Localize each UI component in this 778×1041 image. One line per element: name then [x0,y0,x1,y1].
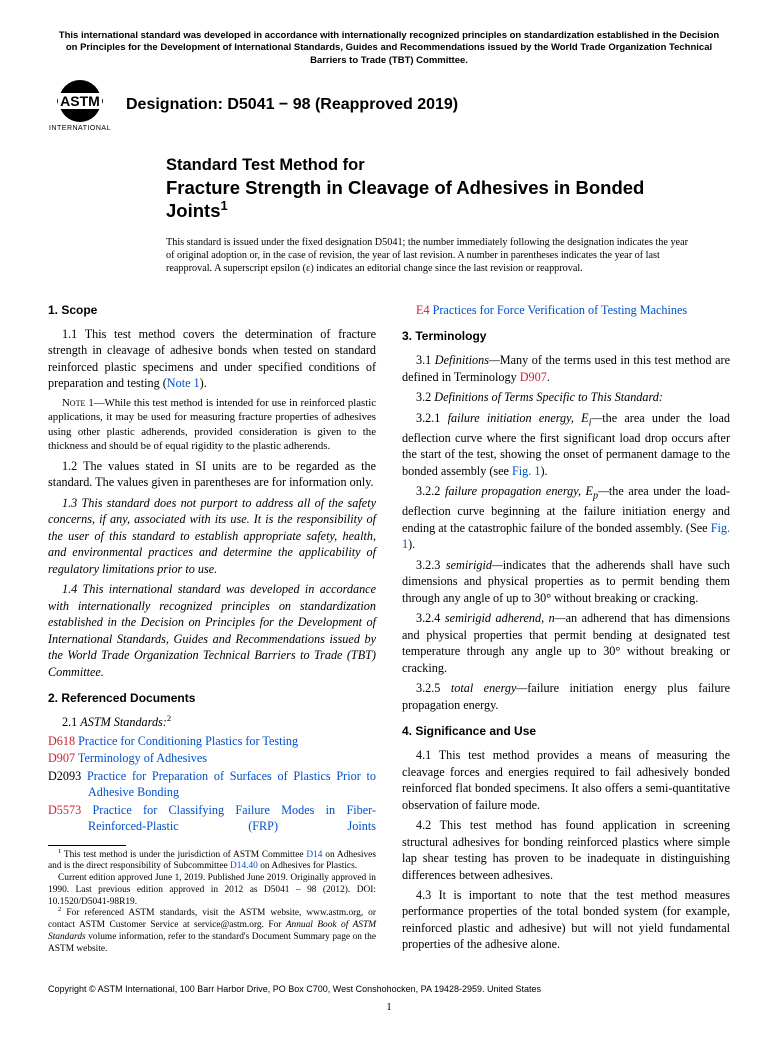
ref-d5573: D5573 Practice for Classifying Failure M… [48,802,376,835]
ref-d5573-link[interactable]: D5573 [48,803,81,817]
title-main: Fracture Strength in Cleavage of Adhesiv… [166,176,700,222]
note-1-ref-link[interactable]: Note 1 [167,376,200,390]
footnote-1-p2: Current edition approved June 1, 2019. P… [48,873,376,908]
para-4-2: 4.2 This test method has found applicati… [402,817,730,883]
left-column: 1. Scope 1.1 This test method covers the… [48,302,376,957]
ref-d907: D907 Terminology of Adhesives [48,750,376,766]
title-prefix: Standard Test Method for [166,155,700,176]
section-3-heading: 3. Terminology [402,328,730,344]
terminology-d907-link[interactable]: D907 [520,370,547,384]
fig-1-link-a[interactable]: Fig. 1 [512,464,540,478]
header-row: ASTM INTERNATIONAL Designation: D5041 − … [48,77,730,133]
para-1-2: 1.2 The values stated in SI units are to… [48,458,376,491]
ref-d907-title[interactable]: Terminology of Adhesives [75,751,207,765]
para-1-1: 1.1 This test method covers the determin… [48,326,376,392]
para-3-2: 3.2 Definitions of Terms Specific to Thi… [402,389,730,405]
page-number: 1 [0,1000,778,1015]
section-4-heading: 4. Significance and Use [402,723,730,739]
para-1-4: 1.4 This international standard was deve… [48,581,376,680]
top-committee-notice: This international standard was develope… [48,30,730,67]
para-3-2-2: 3.2.2 failure propagation energy, Ep—the… [402,483,730,553]
para-3-2-5: 3.2.5 total energy—failure initiation en… [402,680,730,713]
copyright-line: Copyright © ASTM International, 100 Barr… [48,983,541,995]
committee-d14-link[interactable]: D14 [306,850,322,860]
section-1-heading: 1. Scope [48,302,376,318]
svg-text:ASTM: ASTM [60,93,100,109]
footnote-2: 2 For referenced ASTM standards, visit t… [48,908,376,955]
para-2-1: 2.1 ASTM Standards:2 [48,714,376,730]
two-column-body: 1. Scope 1.1 This test method covers the… [48,302,730,957]
ref-d618-title[interactable]: Practice for Conditioning Plastics for T… [75,734,298,748]
astm-logo: ASTM INTERNATIONAL [48,77,112,133]
title-main-text: Fracture Strength in Cleavage of Adhesiv… [166,177,644,221]
issuance-note: This standard is issued under the fixed … [166,236,690,276]
designation-line: Designation: D5041 − 98 (Reapproved 2019… [126,94,458,116]
para-3-2-4: 3.2.4 semirigid adherend, n—an adherend … [402,610,730,676]
title-superscript: 1 [220,198,227,213]
title-block: Standard Test Method for Fracture Streng… [166,155,700,222]
para-4-3: 4.3 It is important to note that the tes… [402,887,730,953]
section-2-heading: 2. Referenced Documents [48,690,376,706]
svg-text:INTERNATIONAL: INTERNATIONAL [49,125,111,132]
para-3-1: 3.1 Definitions—Many of the terms used i… [402,352,730,385]
right-column: E4 Practices for Force Verification of T… [402,302,730,957]
note-1: Note 1—While this test method is intende… [48,396,376,454]
subcommittee-d1440-link[interactable]: D14.40 [230,861,258,871]
para-3-2-3: 3.2.3 semirigid—indicates that the adher… [402,557,730,606]
ref-d2093-link[interactable]: D2093 [48,769,81,783]
footnote-1: 1 This test method is under the jurisdic… [48,850,376,874]
para-4-1: 4.1 This test method provides a means of… [402,747,730,813]
footnote-rule [48,845,126,846]
ref-e4-title[interactable]: Practices for Force Verification of Test… [430,303,688,317]
para-1-3: 1.3 This standard does not purport to ad… [48,495,376,577]
ref-d5573-title[interactable]: Practice for Classifying Failure Modes i… [81,803,376,833]
ref-d2093: D2093 Practice for Preparation of Surfac… [48,768,376,801]
ref-e4: E4 Practices for Force Verification of T… [402,302,730,318]
ref-d618-link[interactable]: D618 [48,734,75,748]
ref-d907-link[interactable]: D907 [48,751,75,765]
ref-d618: D618 Practice for Conditioning Plastics … [48,733,376,749]
para-3-2-1: 3.2.1 failure initiation energy, Ei—the … [402,410,730,480]
ref-d2093-title[interactable]: Practice for Preparation of Surfaces of … [81,769,376,799]
ref-e4-link[interactable]: E4 [416,303,430,317]
